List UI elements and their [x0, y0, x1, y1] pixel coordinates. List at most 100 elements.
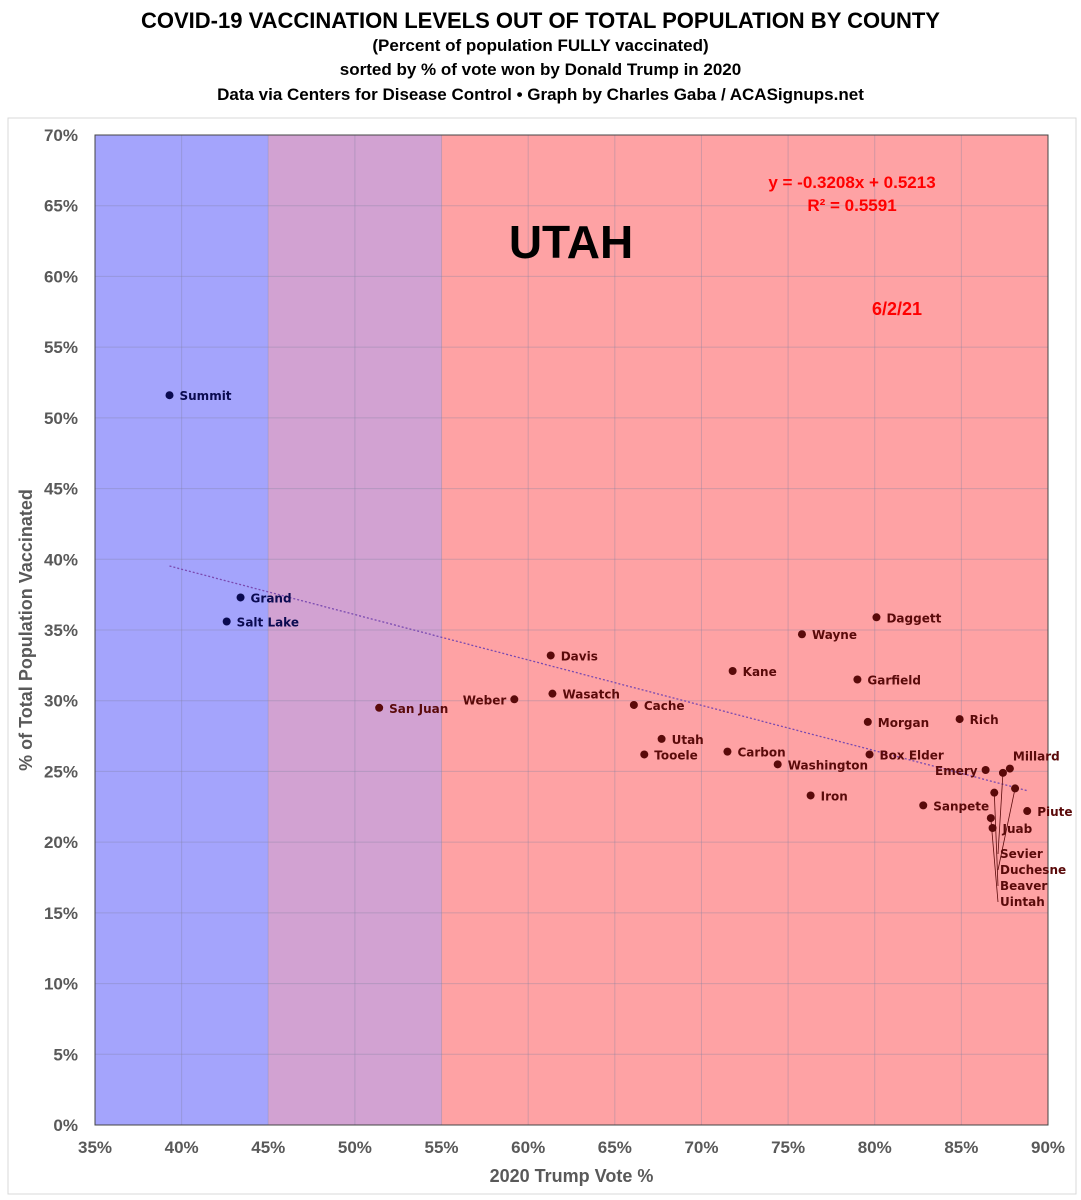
data-point [773, 760, 782, 769]
data-point [165, 391, 174, 400]
x-tick-label: 55% [425, 1138, 459, 1157]
band-2 [441, 135, 1049, 1125]
y-tick-label: 5% [53, 1045, 78, 1064]
point-label: Salt Lake [237, 616, 299, 630]
point-label: Morgan [878, 716, 929, 730]
y-tick-label: 20% [44, 833, 78, 852]
y-tick-label: 15% [44, 904, 78, 923]
data-point [640, 750, 649, 759]
y-tick-label: 0% [53, 1116, 78, 1135]
point-label: Weber [463, 693, 507, 707]
x-tick-label: 50% [338, 1138, 372, 1157]
x-tick-label: 40% [165, 1138, 199, 1157]
x-tick-label: 85% [944, 1138, 978, 1157]
x-tick-label: 65% [598, 1138, 632, 1157]
data-point [546, 651, 555, 660]
x-tick-label: 60% [511, 1138, 545, 1157]
x-tick-label: 70% [684, 1138, 718, 1157]
trendline-equation: y = -0.3208x + 0.5213 [768, 173, 935, 192]
point-label: Sanpete [933, 799, 989, 813]
point-label: Duchesne [1000, 863, 1066, 877]
r-squared: R² = 0.5591 [807, 196, 896, 215]
point-label: Garfield [867, 674, 921, 688]
y-tick-label: 60% [44, 267, 78, 286]
x-tick-label: 80% [858, 1138, 892, 1157]
chart-subtitle-3: Data via Centers for Disease Control • G… [217, 85, 864, 104]
y-tick-label: 35% [44, 621, 78, 640]
data-point [1005, 764, 1014, 773]
point-label: Kane [743, 665, 777, 679]
x-tick-label: 45% [251, 1138, 285, 1157]
chart-title: COVID-19 VACCINATION LEVELS OUT OF TOTAL… [141, 8, 940, 33]
chart-subtitle-1: (Percent of population FULLY vaccinated) [372, 36, 709, 55]
point-label: Uintah [1000, 895, 1045, 909]
point-label: San Juan [389, 702, 448, 716]
y-axis-label: % of Total Population Vaccinated [16, 489, 36, 771]
data-point [629, 700, 638, 709]
x-tick-label: 75% [771, 1138, 805, 1157]
point-label: Wasatch [562, 688, 620, 702]
data-point [853, 675, 862, 684]
y-tick-label: 45% [44, 480, 78, 499]
point-label: Davis [561, 649, 598, 663]
chart-frame [7, 117, 1077, 1195]
x-tick-label: 35% [78, 1138, 112, 1157]
data-point [548, 689, 557, 698]
data-point [222, 617, 231, 626]
data-point [955, 715, 964, 724]
y-tick-label: 50% [44, 409, 78, 428]
data-point [872, 613, 881, 622]
data-point [375, 703, 384, 712]
point-label: Piute [1037, 805, 1072, 819]
data-point [1023, 807, 1032, 816]
plot-border [94, 134, 1049, 1126]
band-1 [268, 135, 442, 1125]
y-tick-label: 55% [44, 338, 78, 357]
y-tick-label: 10% [44, 975, 78, 994]
band-0 [95, 135, 269, 1125]
data-point [797, 630, 806, 639]
label-leader-line [993, 792, 999, 887]
point-label: Rich [970, 713, 999, 727]
data-point [657, 734, 666, 743]
x-axis-label: 2020 Trump Vote % [490, 1166, 654, 1186]
point-label: Summit [180, 389, 232, 403]
point-label: Beaver [1000, 879, 1047, 893]
data-point [981, 766, 990, 775]
point-label: Washington [788, 758, 868, 772]
y-tick-label: 25% [44, 762, 78, 781]
x-tick-label: 90% [1031, 1138, 1065, 1157]
point-label: Grand [251, 591, 292, 605]
label-leader-line [997, 788, 1016, 871]
data-point [236, 593, 245, 602]
point-label: Cache [644, 699, 685, 713]
point-label: Juab [1002, 822, 1033, 836]
label-leader-line [997, 772, 1004, 855]
point-label: Millard [1013, 750, 1060, 764]
chart-subtitle-2: sorted by % of vote won by Donald Trump … [339, 60, 742, 79]
data-point [863, 717, 872, 726]
point-label: Tooele [654, 748, 697, 762]
data-point [510, 695, 519, 704]
point-label: Emery [935, 764, 978, 778]
data-point [988, 824, 997, 832]
data-point [806, 791, 815, 800]
y-tick-label: 30% [44, 692, 78, 711]
label-leader-line [990, 818, 999, 903]
point-label: Sevier [1000, 847, 1043, 861]
data-point [728, 667, 737, 676]
date-label: 6/2/21 [872, 299, 922, 319]
data-point [865, 750, 874, 759]
point-label: Carbon [737, 746, 785, 760]
point-label: Wayne [812, 628, 857, 642]
point-label: Utah [672, 733, 704, 747]
data-point [723, 747, 732, 756]
y-tick-label: 40% [44, 550, 78, 569]
point-label: Box Elder [880, 748, 944, 762]
point-label: Iron [821, 789, 848, 803]
state-label: UTAH [509, 216, 633, 268]
point-label: Daggett [886, 611, 941, 625]
y-tick-label: 65% [44, 197, 78, 216]
y-tick-label: 70% [44, 126, 78, 145]
